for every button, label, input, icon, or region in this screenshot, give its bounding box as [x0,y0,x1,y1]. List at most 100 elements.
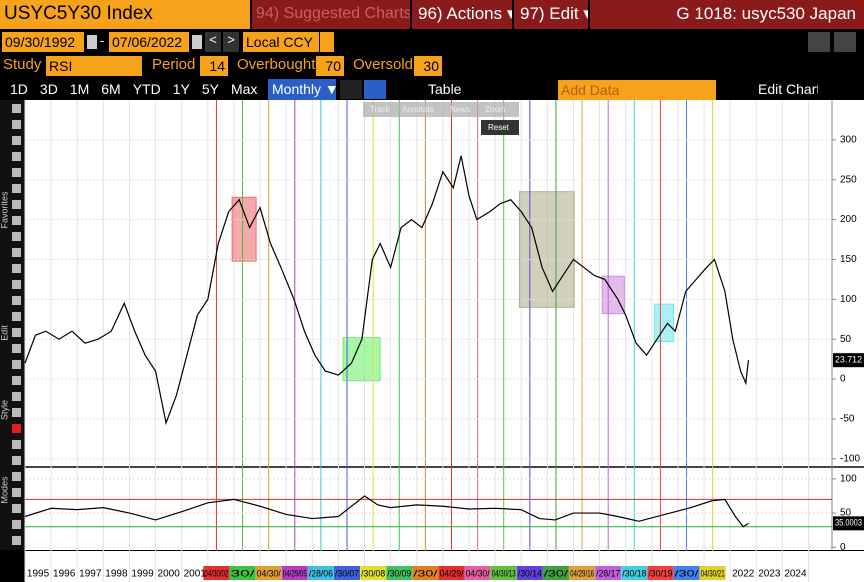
y-tick-label: 50 [840,334,852,345]
period-button[interactable]: YTD [132,81,161,97]
event-label-bg [569,566,596,580]
prev-button[interactable]: < [205,32,221,52]
ticker[interactable]: USYC5Y30 Index [0,0,250,29]
actions-menu[interactable]: 96) Actions ▾ [412,0,512,29]
sidebar-icon [12,536,21,545]
highlight-box [601,275,625,315]
period-label: Period [152,56,196,73]
sidebar-label: Edit [0,325,9,341]
edit-chart[interactable]: Edit Chart [758,81,818,97]
event-label-bg [360,566,387,580]
calendar-icon[interactable] [87,35,97,49]
oversold-label: Oversold [353,56,414,73]
event-label: /30/18 [622,568,646,578]
study-label: Study [3,56,42,73]
period-value[interactable]: 14 [200,56,228,76]
redo-button[interactable] [834,32,856,52]
sidebar-icon [12,504,21,513]
event-label-bg [516,566,543,580]
event-label-bg [281,566,308,580]
x-tick-label: 1997 [79,569,102,580]
sidebar-icon [12,296,21,305]
sidebar-icon [12,216,21,225]
y-tick-label: 300 [840,135,857,146]
bar-icon[interactable] [364,80,386,99]
study-name[interactable]: RSI [46,56,142,76]
sidebar-icon [12,440,21,449]
event-label-bg [542,566,569,580]
edit-menu[interactable]: 97) Edit ▾ [514,0,588,29]
currency[interactable]: Local CCY [243,32,319,52]
sidebar-icon [12,184,21,193]
event-label-bg [673,566,700,580]
period-button[interactable]: 5Y [201,81,219,97]
tool-button[interactable]: Annotate [402,105,435,114]
event-label-bg [307,566,334,580]
x-tick-label: 1995 [27,569,50,580]
event-label: 04/29/ [439,568,463,578]
x-tick-label: 2022 [732,569,755,580]
tool-strip [363,102,519,117]
line-icon[interactable] [340,80,362,99]
period-button[interactable]: 3D [39,81,58,97]
reset-bg [481,120,519,135]
period-button[interactable]: 1M [69,81,90,97]
tool-button[interactable]: News [450,105,470,114]
highlight-box [518,191,575,308]
y-tick-label: 0 [840,542,846,553]
x-tick-label: 1999 [131,569,154,580]
event-label: 04/30/ [466,568,490,578]
next-button[interactable]: > [223,32,239,52]
last-value-label: 35.0003 [835,518,862,528]
last-value-box [833,353,864,368]
event-label: /28/06 [309,568,333,578]
period-button[interactable]: 6M [101,81,121,97]
currency-dropdown[interactable] [320,32,334,52]
x-tick-label: 2023 [758,569,781,580]
end-date[interactable]: 07/06/2022 [109,32,189,52]
event-label-bg [699,566,726,580]
sidebar-icon [12,360,21,369]
y-tick-label: 50 [840,508,852,519]
tool-button[interactable]: Zoom [485,105,506,114]
sidebar-icon [12,328,21,337]
sidebar-icon [12,168,21,177]
event-label-bg [438,566,465,580]
undo-button[interactable] [808,32,830,52]
period-button[interactable]: Max [230,81,258,97]
range-separator: - [100,33,105,48]
event-label-bg [334,566,361,580]
sidebar-icon [12,408,21,417]
period-button[interactable]: 1D [10,81,28,97]
rsi-background [25,468,864,550]
add-data[interactable]: Add Data [558,80,716,100]
frequency[interactable]: Monthly ▼ [268,79,336,100]
table-button[interactable]: Table [428,81,462,97]
tool-button[interactable]: Track [370,105,391,114]
period-button[interactable]: 1Y [172,81,190,97]
overbought-label: Overbought [237,56,316,73]
start-date[interactable]: 09/30/1992 [2,32,84,52]
y-tick-label: 100 [840,294,857,305]
highlight-box [342,337,381,382]
suggested-charts[interactable]: 94) Suggested Charts [252,0,410,29]
page-code: G 1018: usyc530 Japan [590,0,864,29]
x-tick-label: 2000 [158,569,181,580]
sidebar-icon [12,392,21,401]
y-tick-label: -100 [840,453,860,464]
overbought-value[interactable]: 70 [316,56,344,76]
y-tick-label: 100 [840,474,857,485]
calendar-icon[interactable] [192,35,202,49]
highlight-box [231,196,257,262]
event-label-bg [203,566,230,580]
y-tick-label: -50 [840,414,855,425]
event-label: 04/29/05 [283,568,307,578]
sidebar-icon [12,120,21,129]
event-label-bg [386,566,413,580]
sidebar-icon [12,264,21,273]
oversold-value[interactable]: 30 [414,56,442,76]
event-label: /30/ [413,568,438,578]
tool-button[interactable]: Reset [488,123,510,132]
sidebar-icon [12,424,21,433]
